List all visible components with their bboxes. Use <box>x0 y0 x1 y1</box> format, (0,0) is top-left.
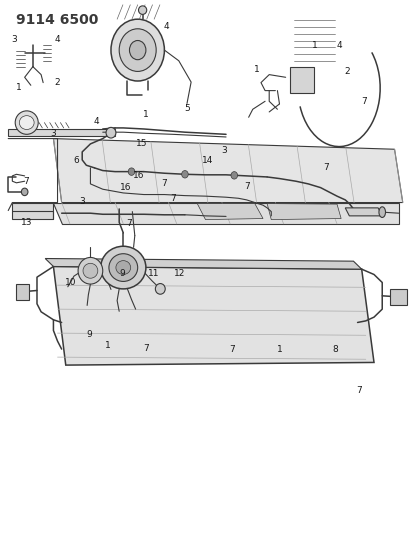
Text: 15: 15 <box>136 140 148 148</box>
Text: 1: 1 <box>105 341 111 350</box>
Ellipse shape <box>119 29 156 71</box>
Polygon shape <box>16 284 29 300</box>
Text: 7: 7 <box>244 182 249 191</box>
Text: 7: 7 <box>361 97 367 106</box>
Text: 7: 7 <box>229 345 235 354</box>
Text: 13: 13 <box>21 218 32 227</box>
Ellipse shape <box>139 6 147 14</box>
Ellipse shape <box>101 246 146 289</box>
Ellipse shape <box>111 19 164 81</box>
Ellipse shape <box>155 284 165 294</box>
Text: 5: 5 <box>184 104 190 112</box>
Text: 4: 4 <box>94 117 99 126</box>
Text: 12: 12 <box>174 269 185 278</box>
Polygon shape <box>53 139 403 203</box>
Text: 9: 9 <box>87 330 92 338</box>
Text: 2: 2 <box>55 78 60 87</box>
Ellipse shape <box>379 207 386 217</box>
Ellipse shape <box>21 188 28 196</box>
Text: 2: 2 <box>344 68 350 76</box>
Text: 3: 3 <box>12 36 17 44</box>
Text: 4: 4 <box>336 41 342 50</box>
Text: 9114 6500: 9114 6500 <box>16 13 99 27</box>
Text: 3: 3 <box>79 197 85 206</box>
Ellipse shape <box>231 172 238 179</box>
Ellipse shape <box>129 41 146 60</box>
Ellipse shape <box>116 261 131 274</box>
Text: 1: 1 <box>277 345 282 354</box>
Text: 3: 3 <box>51 129 56 138</box>
Text: 10: 10 <box>65 278 77 287</box>
Ellipse shape <box>83 263 98 278</box>
Text: 3: 3 <box>221 146 227 155</box>
Polygon shape <box>290 67 314 93</box>
Text: 1: 1 <box>312 41 317 50</box>
Polygon shape <box>390 289 407 305</box>
Text: 4: 4 <box>164 22 169 30</box>
Text: 14: 14 <box>202 157 213 165</box>
Text: 7: 7 <box>356 386 362 394</box>
Polygon shape <box>12 203 53 219</box>
Ellipse shape <box>109 254 138 281</box>
Ellipse shape <box>182 171 188 178</box>
Ellipse shape <box>78 257 103 284</box>
Text: 7: 7 <box>170 194 175 203</box>
Polygon shape <box>53 266 374 365</box>
Text: 6: 6 <box>73 157 79 165</box>
Text: 7: 7 <box>127 220 132 228</box>
Text: 7: 7 <box>162 180 167 188</box>
Polygon shape <box>53 203 399 224</box>
Ellipse shape <box>15 111 38 134</box>
Polygon shape <box>267 204 341 220</box>
Polygon shape <box>197 204 263 220</box>
Polygon shape <box>45 259 362 269</box>
Polygon shape <box>8 129 115 136</box>
Text: 7: 7 <box>323 164 329 172</box>
Text: 11: 11 <box>148 269 160 278</box>
Polygon shape <box>345 208 382 216</box>
Text: 7: 7 <box>143 344 149 352</box>
Ellipse shape <box>19 116 34 130</box>
Ellipse shape <box>128 168 135 175</box>
Text: 1: 1 <box>143 110 149 118</box>
Text: 16: 16 <box>133 172 144 180</box>
Text: 9: 9 <box>120 269 125 278</box>
Ellipse shape <box>106 127 116 138</box>
Text: 1: 1 <box>254 65 260 74</box>
Text: 4: 4 <box>55 36 60 44</box>
Text: 7: 7 <box>23 177 29 185</box>
Text: 1: 1 <box>16 84 21 92</box>
Text: 8: 8 <box>332 345 338 353</box>
Text: 16: 16 <box>120 183 131 192</box>
